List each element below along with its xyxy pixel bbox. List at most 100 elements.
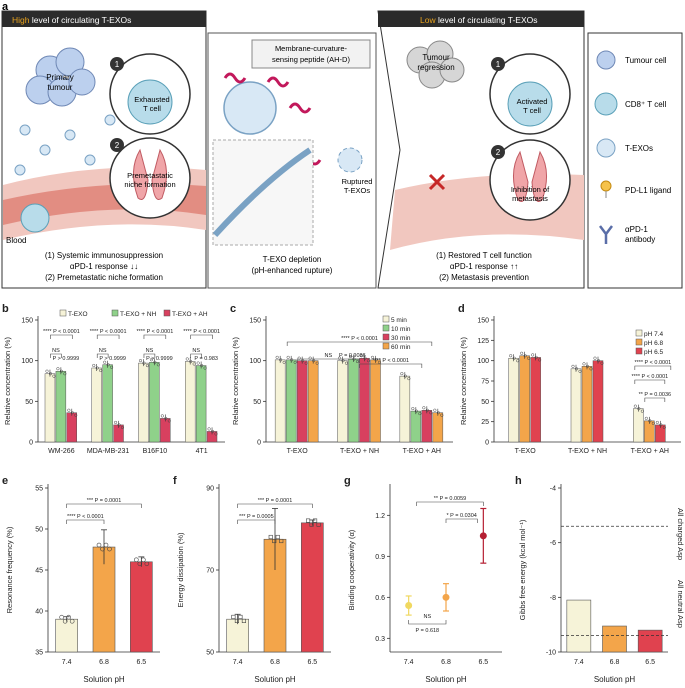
x-tick-label: T-EXO + NH [568, 448, 607, 455]
left-caption-1: (1) Systemic immunosuppression [45, 251, 163, 260]
bar [55, 370, 67, 443]
significance-bracket [96, 334, 120, 339]
replicate-point [512, 356, 516, 360]
replicate-point [138, 359, 143, 363]
replicate-point [120, 425, 125, 429]
panel-label-a: a [2, 1, 9, 13]
legend-antibody-2: antibody [625, 235, 655, 244]
panel-label-c: c [230, 303, 236, 315]
ruptured-label-1: Ruptured [342, 177, 373, 186]
replicate-point [214, 432, 218, 436]
significance-label: **** P < 0.0001 [372, 358, 409, 364]
legend-swatch [635, 338, 643, 346]
bar [149, 362, 160, 443]
panel-label-e: e [2, 475, 8, 487]
significance-bracket [237, 519, 276, 524]
x-tick-label: 7.4 [233, 659, 243, 666]
replicate-point [370, 355, 375, 359]
bar [185, 361, 196, 443]
significance-label: NS [146, 348, 154, 354]
y-tick-label: 150 [21, 318, 33, 325]
y-tick-label: 70 [206, 568, 214, 575]
bar [432, 412, 444, 443]
replicate-point [164, 416, 168, 420]
peptide-label-2: sensing peptide (AH-D) [272, 55, 350, 64]
replicate-point [286, 355, 290, 359]
replicate-point [167, 419, 171, 423]
bar [55, 618, 78, 653]
replicate-point [377, 360, 382, 364]
right-header-bar [378, 11, 584, 27]
y-tick-label: 55 [35, 486, 43, 493]
significance-label: NS [99, 348, 107, 354]
x-tick-label: WM-266 [48, 448, 75, 455]
y-tick-label: 35 [35, 650, 43, 657]
replicate-point [520, 351, 524, 355]
step-2-badge-left [110, 138, 124, 152]
x-tick-label: 6.8 [270, 659, 280, 666]
significance-label: **** P < 0.0001 [43, 329, 80, 335]
replicate-point [348, 354, 353, 359]
chart-b: b 0 50 100 150 Relative concentration (%) WM-2… [2, 303, 225, 455]
significance-label: ** P = 0.0059 [434, 496, 466, 502]
legend-swatch [163, 309, 171, 317]
replicate-point [293, 360, 297, 364]
replicate-point [366, 359, 371, 363]
legend-texos: T-EXOs [625, 144, 653, 153]
significance-bracket [237, 503, 313, 508]
replicate-point [578, 369, 582, 373]
replicate-point [100, 546, 105, 552]
replicate-point [153, 360, 157, 364]
bar [570, 368, 582, 443]
blood-label: Blood [6, 236, 26, 245]
replicate-point [210, 429, 215, 433]
legend-label: T-EXO + AH [172, 311, 208, 318]
bar [519, 355, 530, 443]
replicate-point [341, 359, 345, 363]
replicate-point [107, 546, 112, 552]
bar [530, 357, 541, 443]
replicate-point [527, 356, 531, 360]
x-tick-label: 6.5 [307, 659, 317, 666]
x-tick-label: T-EXO + AH [631, 448, 669, 455]
replicate-point [290, 358, 294, 362]
schematic-panel: a High level of circulating T-EXOs Prima… [1, 1, 683, 289]
bar [130, 561, 153, 653]
significance-bracket [416, 501, 484, 506]
replicate-point [637, 407, 641, 411]
chart-e: e 35 40 45 50 55 Resonance frequency (%) Soluti… [2, 475, 160, 684]
replicate-point [106, 363, 110, 367]
step-1-number-right: 1 [496, 60, 501, 69]
tcell-in-blood-icon [20, 203, 50, 233]
significance-label: **** P < 0.0001 [631, 374, 668, 380]
significance-label: **** P < 0.0001 [634, 360, 671, 366]
replicate-point [69, 618, 75, 624]
y-tick-label: 25 [481, 419, 489, 426]
significance-label: ** P = 0.0036 [639, 392, 671, 398]
x-tick-label: 6.5 [645, 659, 655, 666]
lungs-icon [133, 148, 167, 200]
replicate-point [308, 356, 312, 360]
y-axis-label: Binding cooperativity (α) [347, 529, 356, 610]
y-tick-label: 0 [29, 440, 33, 447]
replicate-point [418, 412, 422, 416]
replicate-point [374, 358, 378, 362]
step-1-badge-right [491, 57, 505, 71]
chart-f: f 50 70 90 Energy dissipation (%) Solution pH… [173, 475, 331, 684]
legend-swatch [111, 309, 119, 317]
step-2-number-right: 2 [496, 148, 501, 157]
significance-label: *** P = 0.0001 [258, 498, 293, 504]
regression-label-2: regression [417, 63, 454, 72]
significance-bracket [634, 365, 672, 370]
y-tick-label: 1.2 [375, 513, 385, 520]
x-tick-label: 6.5 [136, 659, 146, 666]
replicate-point [531, 353, 535, 357]
data-point [442, 593, 450, 601]
peptide-label-box [251, 39, 371, 69]
replicate-point [137, 561, 143, 567]
replicate-point [59, 369, 63, 373]
step-2-badge-right [491, 145, 505, 159]
niche-inset [109, 137, 191, 219]
replicate-point [99, 368, 103, 373]
replicate-point [192, 362, 196, 366]
